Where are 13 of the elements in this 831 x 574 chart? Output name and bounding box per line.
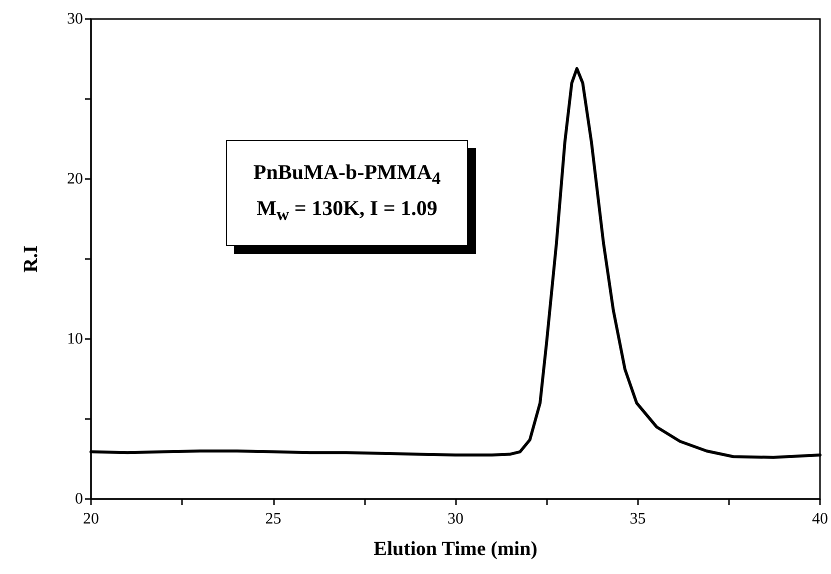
- x-tick-label: 35: [630, 510, 646, 528]
- x-tick-label: 40: [812, 510, 828, 528]
- x-tick-label: 30: [448, 510, 464, 528]
- annotation: M$_{w}$ = 130K, I = 1.09: [256, 195, 438, 226]
- y-tick-label: 10: [67, 330, 83, 348]
- y-tick-label: 20: [67, 170, 83, 188]
- x-axis-title: Elution Time (min): [374, 538, 538, 560]
- y-tick-label: 0: [75, 490, 83, 508]
- y-tick-label: 30: [67, 10, 83, 28]
- x-tick-label: 20: [83, 510, 99, 528]
- x-tick-label: 25: [265, 510, 282, 528]
- y-axis-title: R.I: [20, 245, 42, 273]
- annotation: PnBuMA-b-PMMA$_{4}$: [252, 159, 442, 190]
